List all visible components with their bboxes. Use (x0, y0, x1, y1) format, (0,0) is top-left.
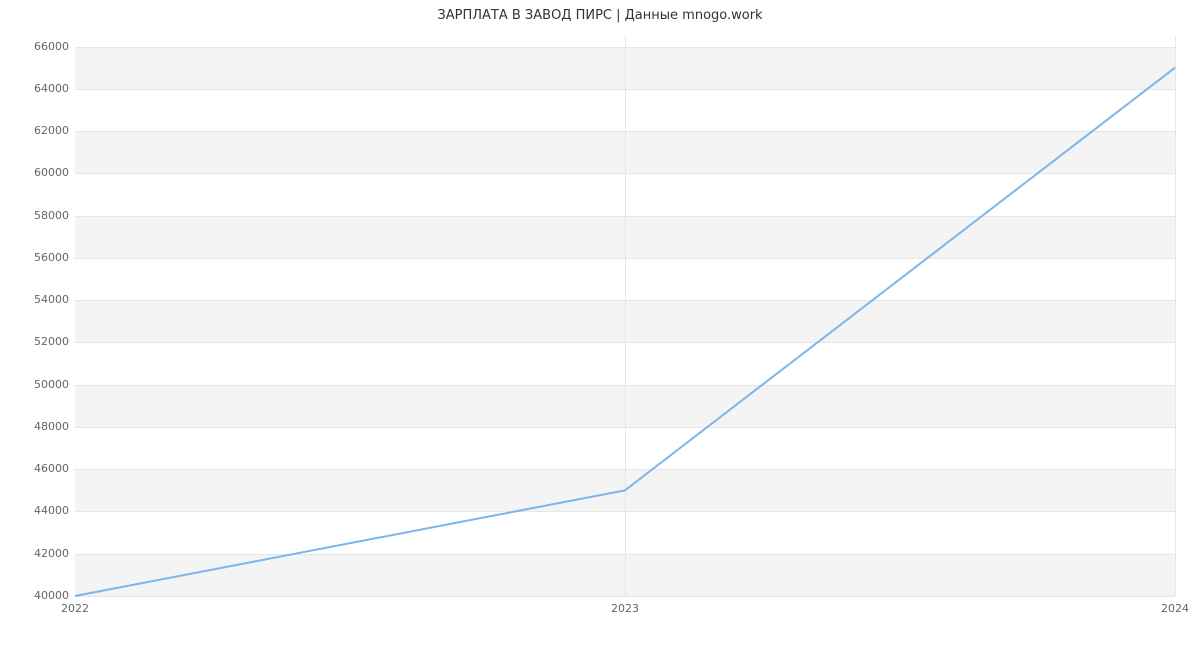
y-gridline (75, 596, 1175, 597)
y-tick-label: 56000 (0, 251, 69, 264)
y-tick-label: 58000 (0, 209, 69, 222)
y-tick-label: 44000 (0, 504, 69, 517)
series-layer (75, 36, 1175, 596)
y-tick-label: 50000 (0, 378, 69, 391)
y-tick-label: 46000 (0, 462, 69, 475)
y-tick-label: 40000 (0, 589, 69, 602)
x-tick-label: 2024 (1161, 602, 1189, 615)
plot-area (75, 36, 1175, 596)
x-tick-label: 2023 (611, 602, 639, 615)
x-gridline (1175, 36, 1176, 596)
y-tick-label: 52000 (0, 335, 69, 348)
y-tick-label: 48000 (0, 420, 69, 433)
chart-title: ЗАРПЛАТА В ЗАВОД ПИРС | Данные mnogo.wor… (0, 8, 1200, 23)
y-tick-label: 62000 (0, 124, 69, 137)
series-line-salary (75, 68, 1175, 596)
x-tick-label: 2022 (61, 602, 89, 615)
y-tick-label: 66000 (0, 40, 69, 53)
y-tick-label: 64000 (0, 82, 69, 95)
y-tick-label: 42000 (0, 547, 69, 560)
chart-container: ЗАРПЛАТА В ЗАВОД ПИРС | Данные mnogo.wor… (0, 0, 1200, 650)
y-tick-label: 54000 (0, 293, 69, 306)
y-tick-label: 60000 (0, 166, 69, 179)
